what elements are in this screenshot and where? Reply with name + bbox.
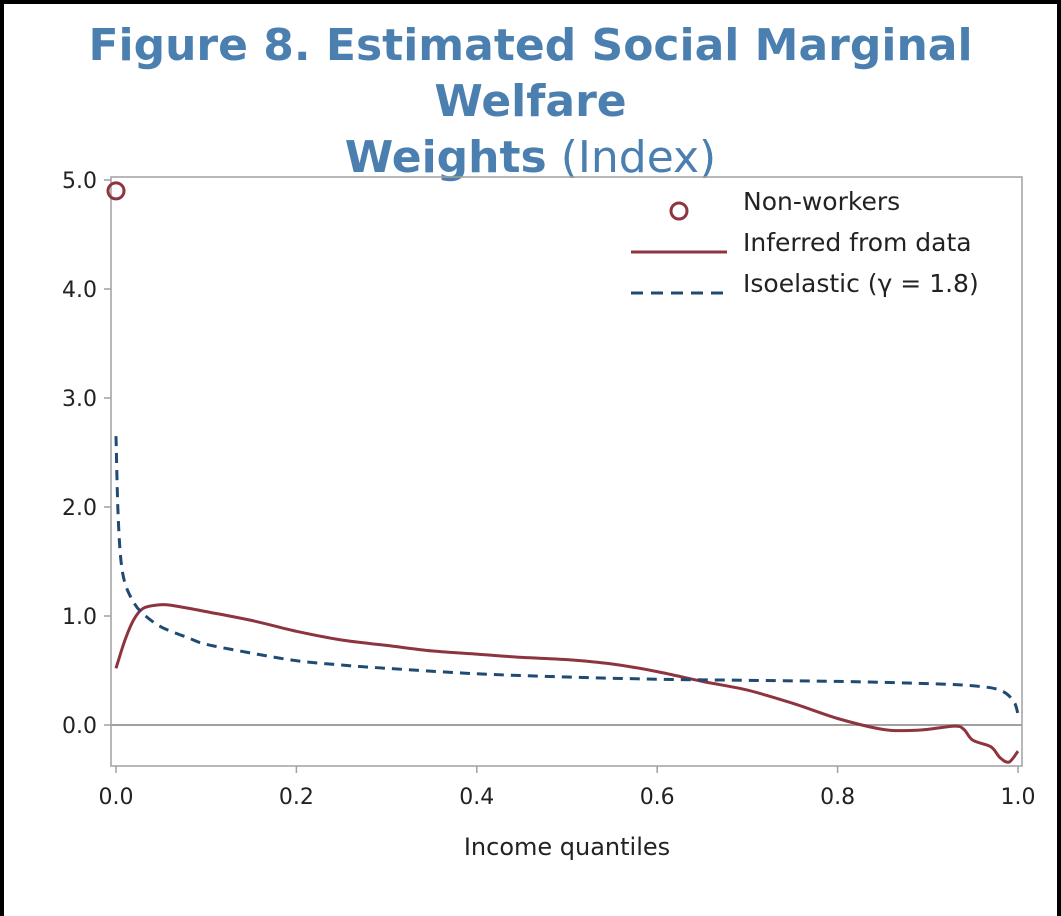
x-tick-label: 1.0 — [1001, 785, 1036, 810]
x-tick-label: 0.4 — [459, 785, 494, 810]
x-tick-label: 0.2 — [279, 785, 314, 810]
plot-area — [110, 176, 1023, 767]
series-group — [106, 181, 1020, 764]
y-tick-label: 1.0 — [62, 605, 97, 630]
y-tick-label: 0.0 — [62, 714, 97, 739]
title-line1: Figure 8. Estimated Social Marginal Welf… — [88, 20, 973, 127]
legend-label: Non-workers — [743, 187, 900, 216]
x-tick-label: 0.8 — [820, 785, 855, 810]
isoelastic-line — [114, 436, 1020, 715]
x-tick-label: 0.6 — [640, 785, 675, 810]
legend-label: Inferred from data — [743, 228, 972, 257]
y-tick-label: 4.0 — [62, 278, 97, 303]
plot-border — [110, 176, 1023, 767]
y-tick-label: 3.0 — [62, 387, 97, 412]
y-axis: 0.0 1.0 2.0 3.0 4.0 5.0 — [62, 169, 111, 739]
figure-title: Figure 8. Estimated Social Marginal Welf… — [0, 18, 1061, 186]
y-tick-label: 2.0 — [62, 496, 97, 521]
x-axis: 0.0 0.2 0.4 0.6 0.8 1.0 — [99, 766, 1036, 810]
legend-non-workers-icon — [669, 201, 689, 221]
x-tick-label: 0.0 — [99, 785, 134, 810]
legend: Non-workers Inferred from data Isoelastic … — [631, 187, 979, 298]
non-workers-marker — [106, 181, 126, 201]
x-axis-label: Income quantiles — [464, 833, 670, 861]
legend-label: Isoelastic (γ = 1.8) — [743, 269, 979, 298]
title-line2-unit: (Index) — [560, 132, 717, 183]
title-line2-bold: Weights — [344, 132, 547, 183]
inferred-from-data-line — [114, 602, 1020, 764]
y-tick-label: 5.0 — [62, 169, 97, 194]
